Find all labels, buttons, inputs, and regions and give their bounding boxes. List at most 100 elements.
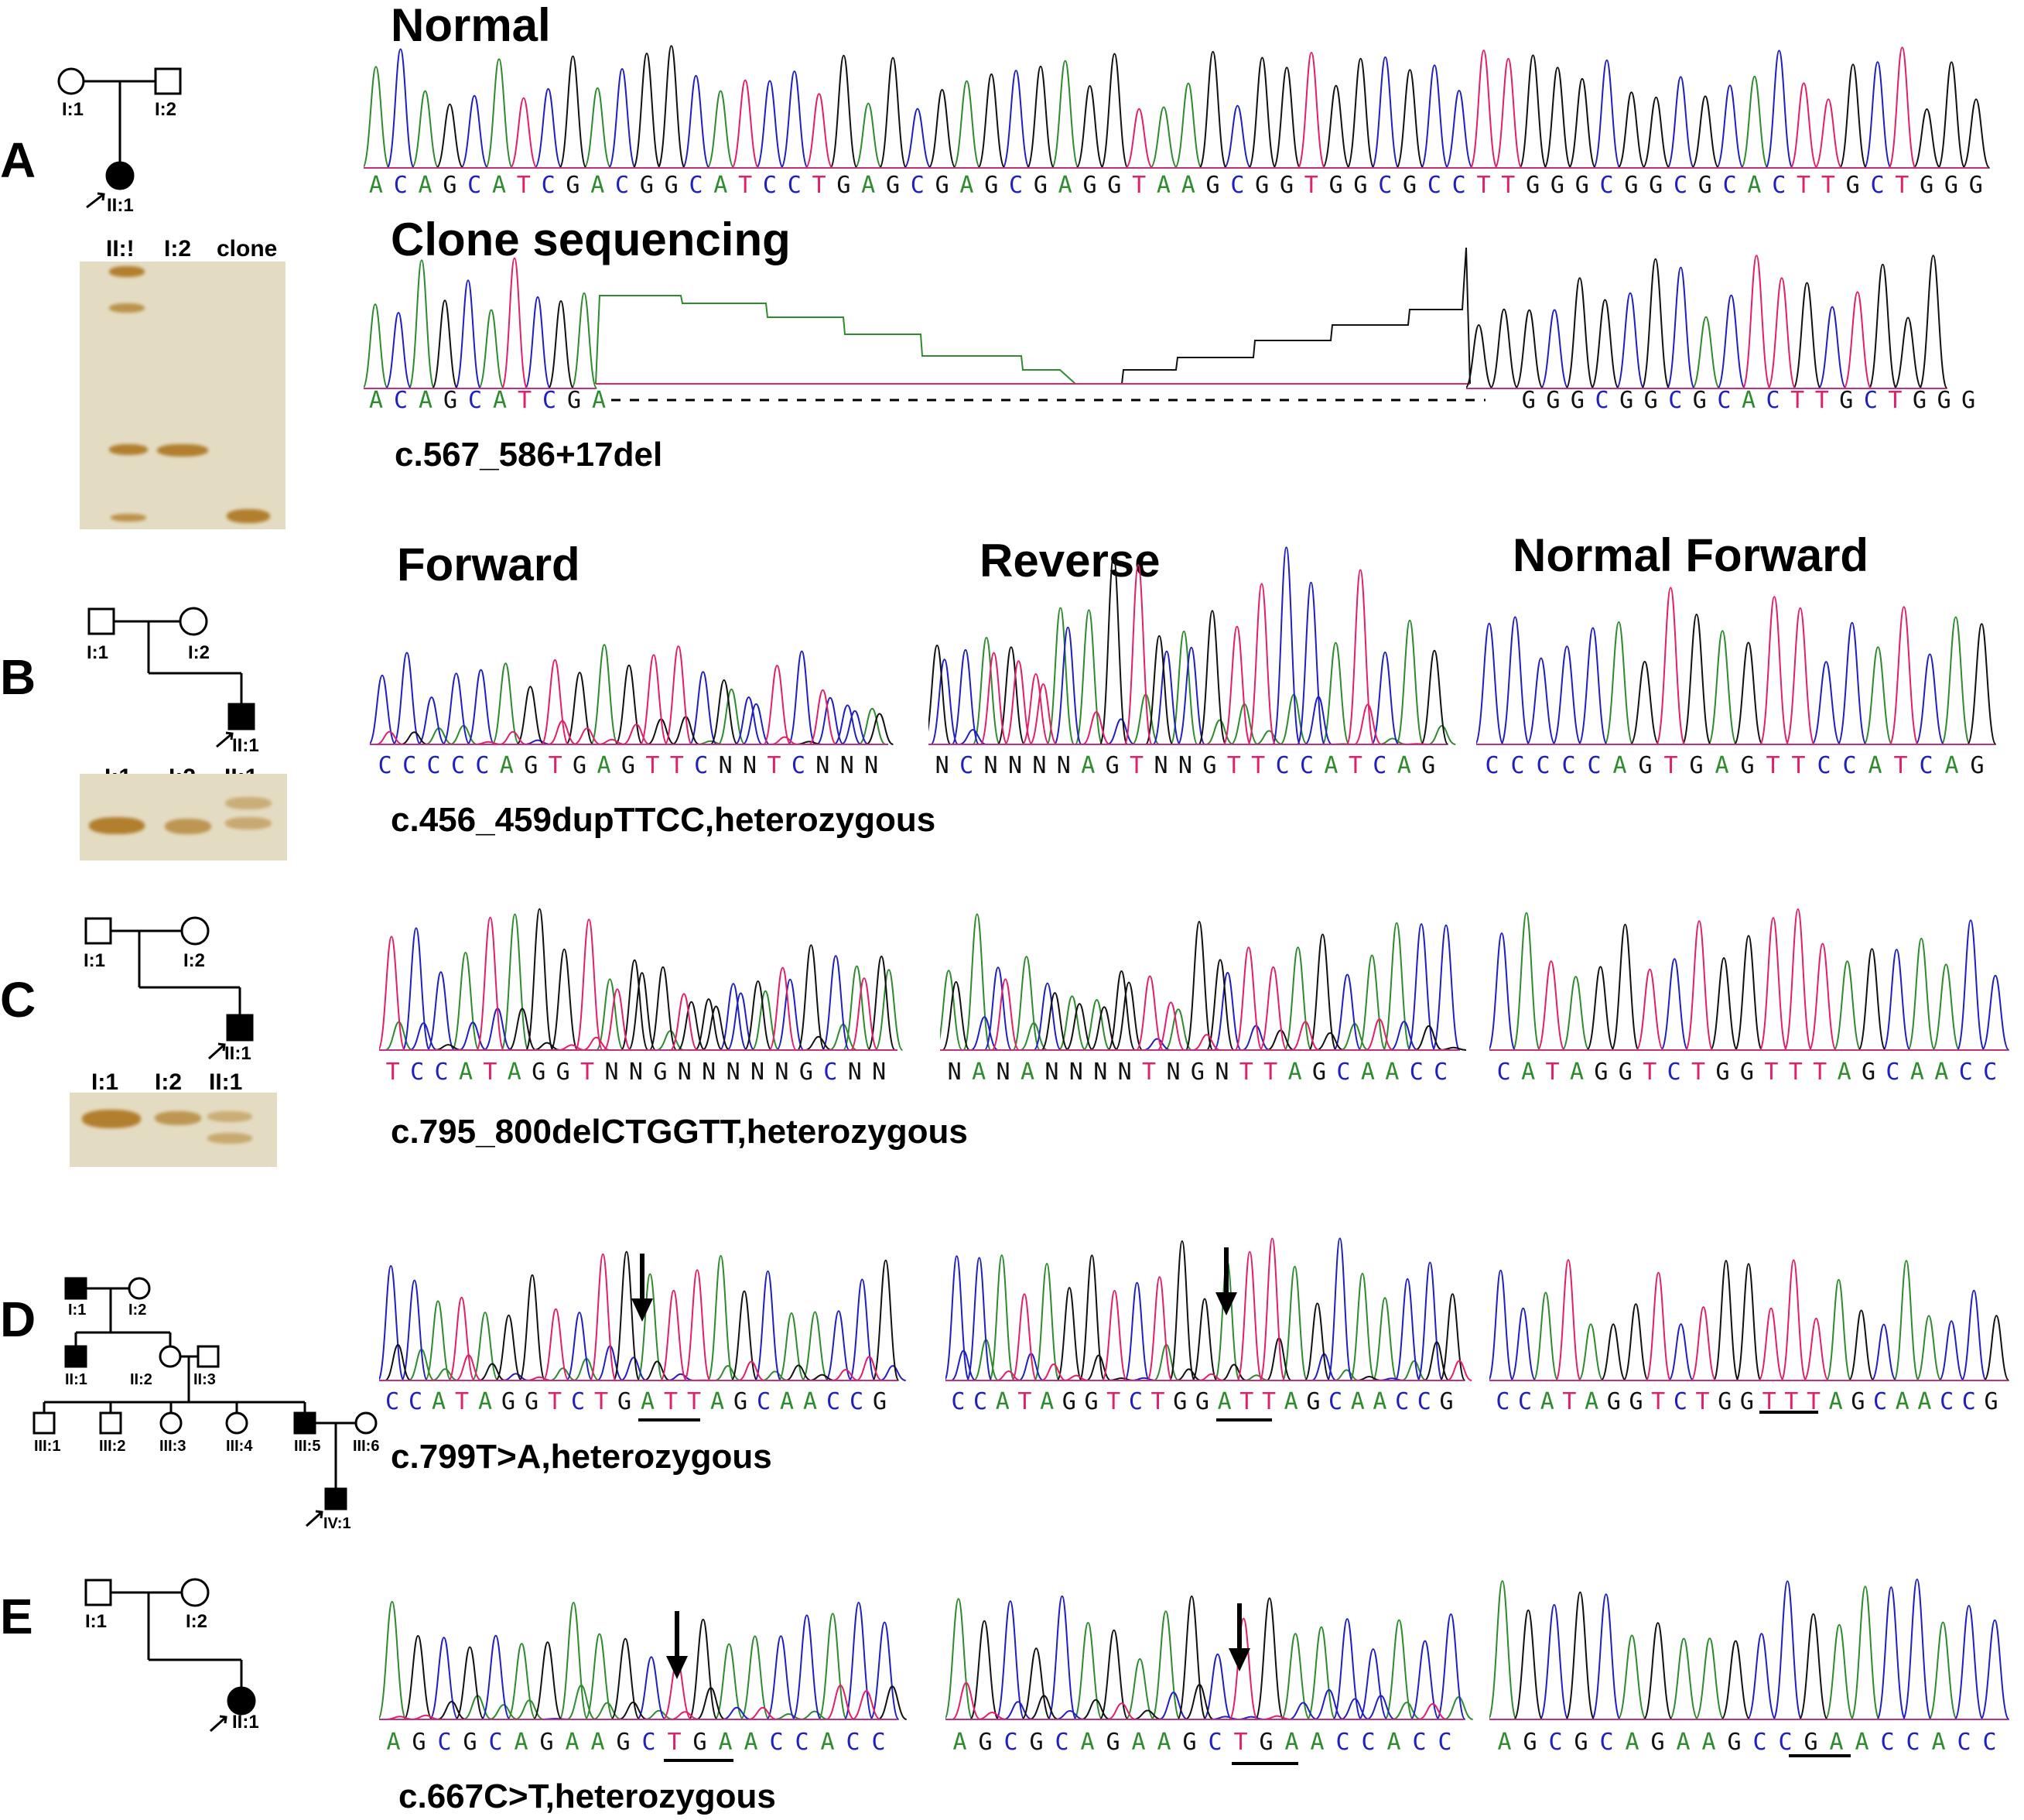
base-letter: A [972, 1059, 986, 1086]
base-letter: G [1594, 1059, 1609, 1086]
gel-c-lane-1: I:1 [91, 1069, 119, 1095]
base-letter: C [1434, 1059, 1448, 1086]
base-letter: C [467, 172, 482, 199]
base-letter: A [1350, 1388, 1365, 1415]
base-letter: G [1439, 1388, 1454, 1415]
base-letter: C [1599, 172, 1614, 199]
base-letter: A [1284, 1729, 1299, 1756]
ped-d-iii5: III:5 [294, 1438, 321, 1455]
trace-C [1489, 919, 2010, 1051]
base-letter: G [1084, 1388, 1099, 1415]
trace-C [1476, 616, 1945, 745]
base-letter: A [1917, 1388, 1932, 1415]
base-letter: C [1873, 1388, 1888, 1415]
trace-G [969, 1595, 1285, 1720]
trace-C [386, 48, 1892, 169]
panel-label-a: A [0, 132, 36, 188]
base-letter: A [507, 1059, 521, 1086]
base-letter: C [826, 1388, 841, 1415]
base-letter: C [393, 172, 408, 199]
deletion-trace [1121, 248, 1471, 385]
base-letter: A [1895, 1388, 1909, 1415]
base-letter: N [750, 1059, 765, 1086]
base-letter: T [1764, 1059, 1779, 1086]
base-letter: A [1944, 752, 1959, 779]
base-letter: A [959, 172, 974, 199]
base-letter: C [1230, 172, 1245, 199]
base-letter: C [1722, 172, 1737, 199]
base-letter: T [667, 1729, 682, 1756]
trace-A [364, 58, 1769, 169]
base-letter: T [1261, 1388, 1276, 1415]
trace-C [1489, 1269, 1988, 1381]
base-letter: G [1715, 1059, 1730, 1086]
chromatogram-e-reverse [945, 1595, 1474, 1720]
ped-d-i2: I:2 [128, 1302, 147, 1319]
gel-band [155, 1111, 201, 1125]
ped-a-ii1: II:1 [107, 195, 134, 216]
base-letter: N [1166, 1059, 1181, 1086]
base-letter: A [514, 1729, 528, 1756]
base-letter: G [935, 172, 949, 199]
trace-T [980, 564, 1431, 745]
base-letter: G [566, 172, 580, 199]
gel-band [207, 1133, 252, 1144]
base-letter: C [1335, 1729, 1350, 1756]
base-letter: G [1727, 1729, 1742, 1756]
trace-T [1554, 1259, 1830, 1381]
base-letter: T [1790, 387, 1805, 414]
base-letter: A [590, 1729, 605, 1756]
ped-d-iii1: III:1 [34, 1438, 61, 1455]
base-letter: C [1548, 1729, 1563, 1756]
gel-image-c [70, 1093, 277, 1167]
base-letter: C [1561, 752, 1576, 779]
base-letter: A [995, 1388, 1010, 1415]
chromatogram-clone [364, 248, 1948, 389]
ped-e-i2: I:2 [186, 1611, 208, 1632]
trace-G [1586, 923, 1887, 1051]
base-letter: C [849, 1388, 864, 1415]
base-letter: G [443, 387, 458, 414]
base-letter: T [1233, 1729, 1248, 1756]
base-letter: G [539, 1729, 554, 1756]
base-letter: T [1895, 172, 1909, 199]
trace-A [364, 259, 598, 389]
base-letter: C [1842, 752, 1857, 779]
base-letter: T [593, 1388, 609, 1415]
base-letter: C [1417, 1388, 1431, 1415]
base-letter: G [1740, 752, 1755, 779]
trace-G [402, 1618, 908, 1720]
base-letter: G [524, 752, 538, 779]
ped-d-ii2: II:2 [130, 1371, 152, 1388]
ped-d-iii2: III:2 [99, 1438, 126, 1455]
base-letter: A [1747, 172, 1762, 199]
trace-A [945, 1598, 1474, 1720]
base-letter: N [947, 1059, 962, 1086]
ped-c-ii1: II:1 [224, 1043, 251, 1064]
base-letter: N [1044, 1059, 1059, 1086]
gel-band [109, 303, 145, 313]
base-letter: T [1142, 1059, 1157, 1086]
base-letter: G [1173, 1388, 1188, 1415]
base-letter: C [1496, 1059, 1511, 1086]
base-letter: C [1717, 387, 1732, 414]
base-letter: C [1361, 1729, 1376, 1756]
base-letter: G [1697, 172, 1712, 199]
chromatogram-c-reverse [940, 913, 1466, 1051]
base-letter: A [1081, 752, 1096, 779]
base-letter: T [1814, 387, 1829, 414]
trace-G [385, 1250, 900, 1381]
trace-G [434, 908, 896, 1051]
base-letter: T [548, 752, 562, 779]
base-letter: C [791, 752, 805, 779]
deletion-trace [595, 295, 1076, 385]
trace-G [1513, 1591, 1829, 1720]
base-letter: G [1312, 1059, 1327, 1086]
base-letter: C [475, 752, 490, 779]
base-letter: T [686, 1388, 702, 1415]
pedigree-a [57, 67, 182, 209]
base-letter: A [1385, 1059, 1400, 1086]
